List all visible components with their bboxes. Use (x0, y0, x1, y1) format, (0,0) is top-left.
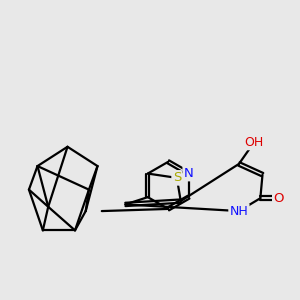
Text: NH: NH (230, 205, 248, 218)
Text: N: N (184, 167, 194, 180)
Text: O: O (273, 192, 284, 205)
Text: S: S (172, 171, 181, 184)
Text: OH: OH (244, 136, 264, 149)
